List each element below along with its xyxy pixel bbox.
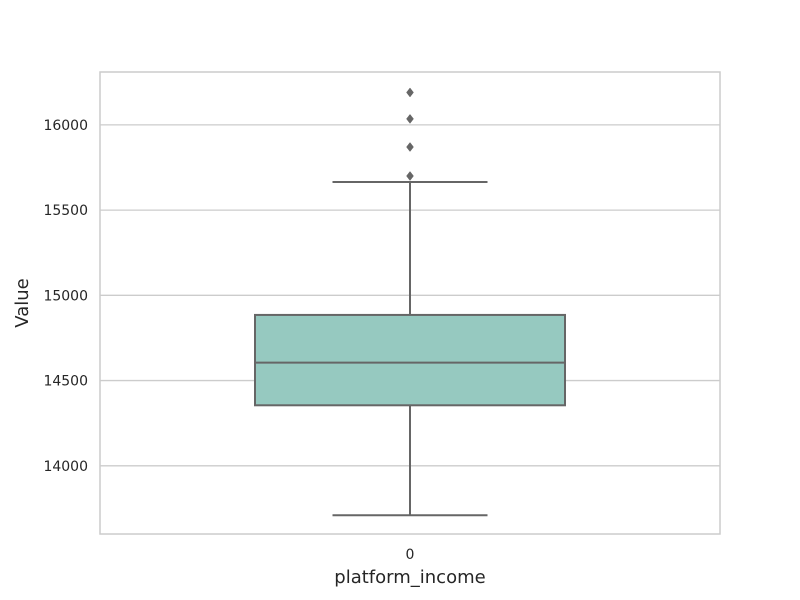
plot-frame bbox=[99, 71, 721, 535]
y-tick-label: 15500 bbox=[43, 203, 88, 219]
y-tick-label: 14000 bbox=[43, 459, 88, 475]
y-tick-label: 14500 bbox=[43, 374, 88, 390]
y-tick-label: 15000 bbox=[43, 288, 88, 304]
y-tick-labels: 14000 14500 15000 15500 16000 bbox=[43, 118, 88, 475]
outlier-point bbox=[406, 113, 414, 124]
x-tick-label: 0 bbox=[406, 547, 415, 563]
x-tick-labels: 0 bbox=[406, 547, 415, 563]
y-axis-label: Value bbox=[12, 278, 33, 327]
outlier-point bbox=[406, 171, 414, 181]
box-group bbox=[254, 87, 566, 517]
iqr-box bbox=[254, 313, 566, 407]
y-tick-label: 16000 bbox=[43, 118, 88, 134]
x-axis-label: platform_income bbox=[334, 567, 485, 588]
outlier-point bbox=[406, 87, 414, 98]
outlier-point bbox=[406, 142, 414, 152]
